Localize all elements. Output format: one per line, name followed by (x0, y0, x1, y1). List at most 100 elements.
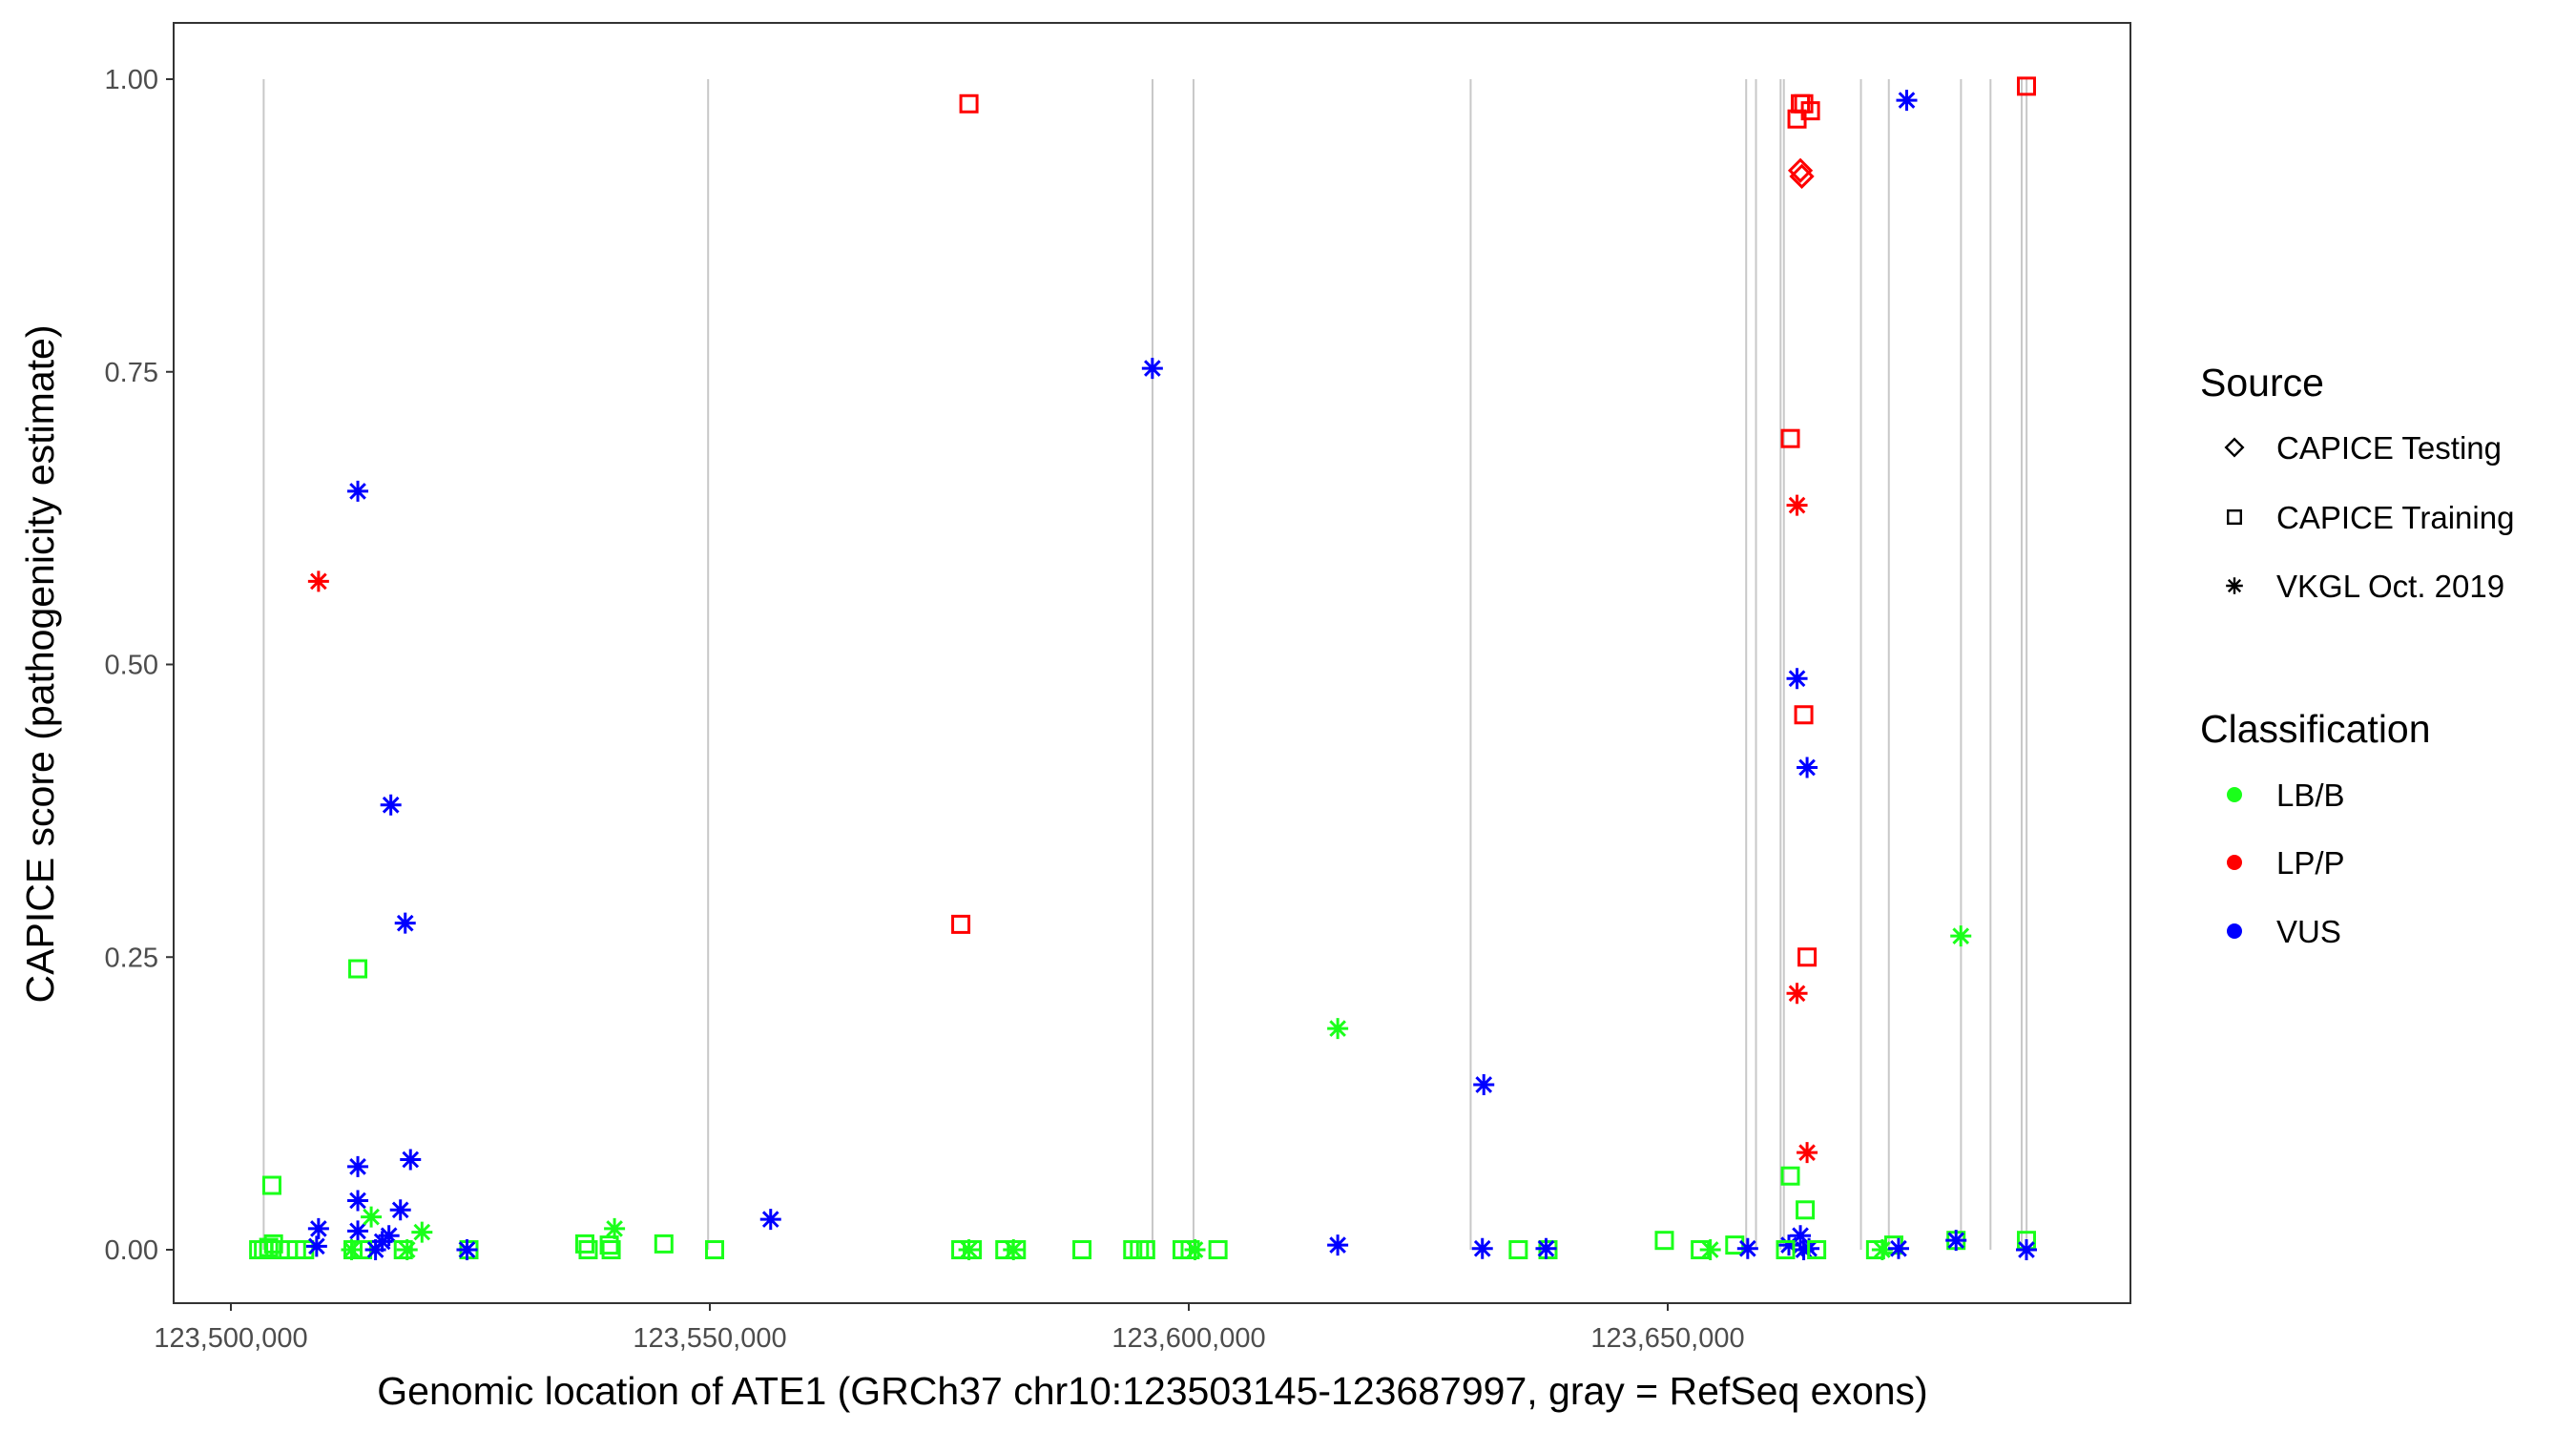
legend-class-label: LP/P (2276, 845, 2345, 881)
data-point (371, 1231, 393, 1253)
data-point (1800, 101, 1820, 121)
data-point (759, 1209, 781, 1231)
data-point (1141, 358, 1163, 380)
legend-asterisk-icon (2226, 577, 2243, 594)
data-point (1184, 1239, 1206, 1260)
data-point (1535, 1237, 1557, 1259)
data-point (307, 1217, 329, 1239)
data-point (1786, 668, 1808, 690)
data-point (347, 480, 369, 502)
data-point (1790, 1225, 1812, 1247)
data-points (249, 76, 2037, 1260)
data-point (1950, 925, 1972, 947)
x-axis: 123,500,000 123,550,000 123,600,000 123,650… (154, 1303, 1745, 1354)
data-point (389, 1199, 411, 1221)
legend-classification-title: Classification (2200, 707, 2431, 751)
y-tick-label: 0.50 (105, 651, 158, 681)
data-point (1789, 163, 1815, 189)
x-tick-label: 123,650,000 (1590, 1323, 1744, 1354)
data-point (259, 1237, 279, 1257)
data-point (456, 1239, 478, 1260)
data-point (1794, 705, 1814, 725)
data-point (705, 1240, 725, 1259)
data-point (1945, 1230, 1967, 1252)
legend-source-label: VKGL Oct. 2019 (2276, 569, 2504, 604)
data-point (1786, 494, 1808, 516)
data-point (1508, 1240, 1528, 1259)
data-point (959, 93, 979, 114)
exon-lines (262, 79, 2028, 1250)
data-point (1473, 1073, 1495, 1095)
data-point (1072, 1240, 1092, 1259)
data-point (1699, 1239, 1721, 1260)
data-point (393, 1240, 413, 1259)
legend-source-label: CAPICE Training (2276, 500, 2514, 535)
data-point (1003, 1239, 1025, 1260)
data-point (2016, 1239, 2037, 1260)
data-point (380, 794, 402, 816)
y-tick-label: 0.25 (105, 943, 158, 973)
legend-color-dot-icon (2227, 923, 2242, 939)
data-point (347, 1190, 369, 1212)
data-point (1135, 1240, 1155, 1259)
data-point (604, 1217, 626, 1239)
data-point (1776, 1240, 1796, 1259)
legend-diamond-icon (2224, 437, 2245, 458)
data-point (361, 1206, 383, 1228)
data-point (951, 914, 971, 934)
legend-square-icon (2226, 509, 2242, 526)
data-point (1786, 983, 1808, 1005)
legend-class-label: LB/B (2276, 778, 2345, 813)
data-point (1896, 90, 1918, 112)
plot-panel-border (173, 22, 2131, 1304)
data-point (2016, 76, 2036, 96)
data-point (1780, 1166, 1800, 1186)
data-point (305, 1235, 327, 1257)
data-point (396, 1239, 418, 1260)
data-point (1797, 757, 1818, 778)
data-point (599, 1235, 619, 1255)
data-point (654, 1234, 674, 1254)
data-point (341, 1239, 363, 1260)
data-point (1796, 1200, 1816, 1220)
data-point (574, 1234, 594, 1254)
data-point (1327, 1234, 1349, 1256)
data-point (1787, 157, 1814, 183)
legend: Source CAPICE Testing CAPICE Training VKGL… (2200, 361, 2514, 949)
data-point (1797, 947, 1818, 967)
data-point (307, 570, 329, 592)
y-tick-label: 1.00 (105, 65, 158, 95)
y-axis-title: CAPICE score (pathogenicity estimate) (18, 325, 62, 1004)
data-point (1807, 1240, 1827, 1259)
data-point (1208, 1240, 1228, 1259)
data-point (578, 1240, 598, 1259)
data-point (1780, 428, 1800, 448)
data-point (1778, 1234, 1800, 1256)
legend-color-dot-icon (2227, 787, 2242, 802)
legend-source-title: Source (2200, 361, 2324, 404)
data-point (1887, 1237, 1909, 1259)
data-point (411, 1221, 433, 1243)
data-point (400, 1149, 422, 1171)
data-point (1327, 1018, 1349, 1040)
data-point (261, 1175, 281, 1195)
data-point (1797, 1142, 1818, 1164)
data-point (347, 1220, 369, 1242)
data-point (348, 959, 368, 979)
y-tick-label: 0.75 (105, 358, 158, 388)
data-point (1736, 1237, 1758, 1259)
data-point (601, 1240, 621, 1259)
data-point (1007, 1240, 1027, 1259)
x-tick-label: 123,550,000 (633, 1323, 786, 1354)
x-tick-label: 123,500,000 (154, 1323, 307, 1354)
y-axis: 0.00 0.25 0.50 0.75 1.00 (105, 65, 174, 1266)
x-tick-label: 123,600,000 (1111, 1323, 1265, 1354)
y-tick-label: 0.00 (105, 1235, 158, 1266)
x-axis-title: Genomic location of ATE1 (GRCh37 chr10:1… (377, 1369, 1927, 1413)
data-point (347, 1155, 369, 1177)
data-point (1654, 1231, 1674, 1251)
data-point (1471, 1237, 1493, 1259)
data-point (1871, 1239, 1893, 1260)
